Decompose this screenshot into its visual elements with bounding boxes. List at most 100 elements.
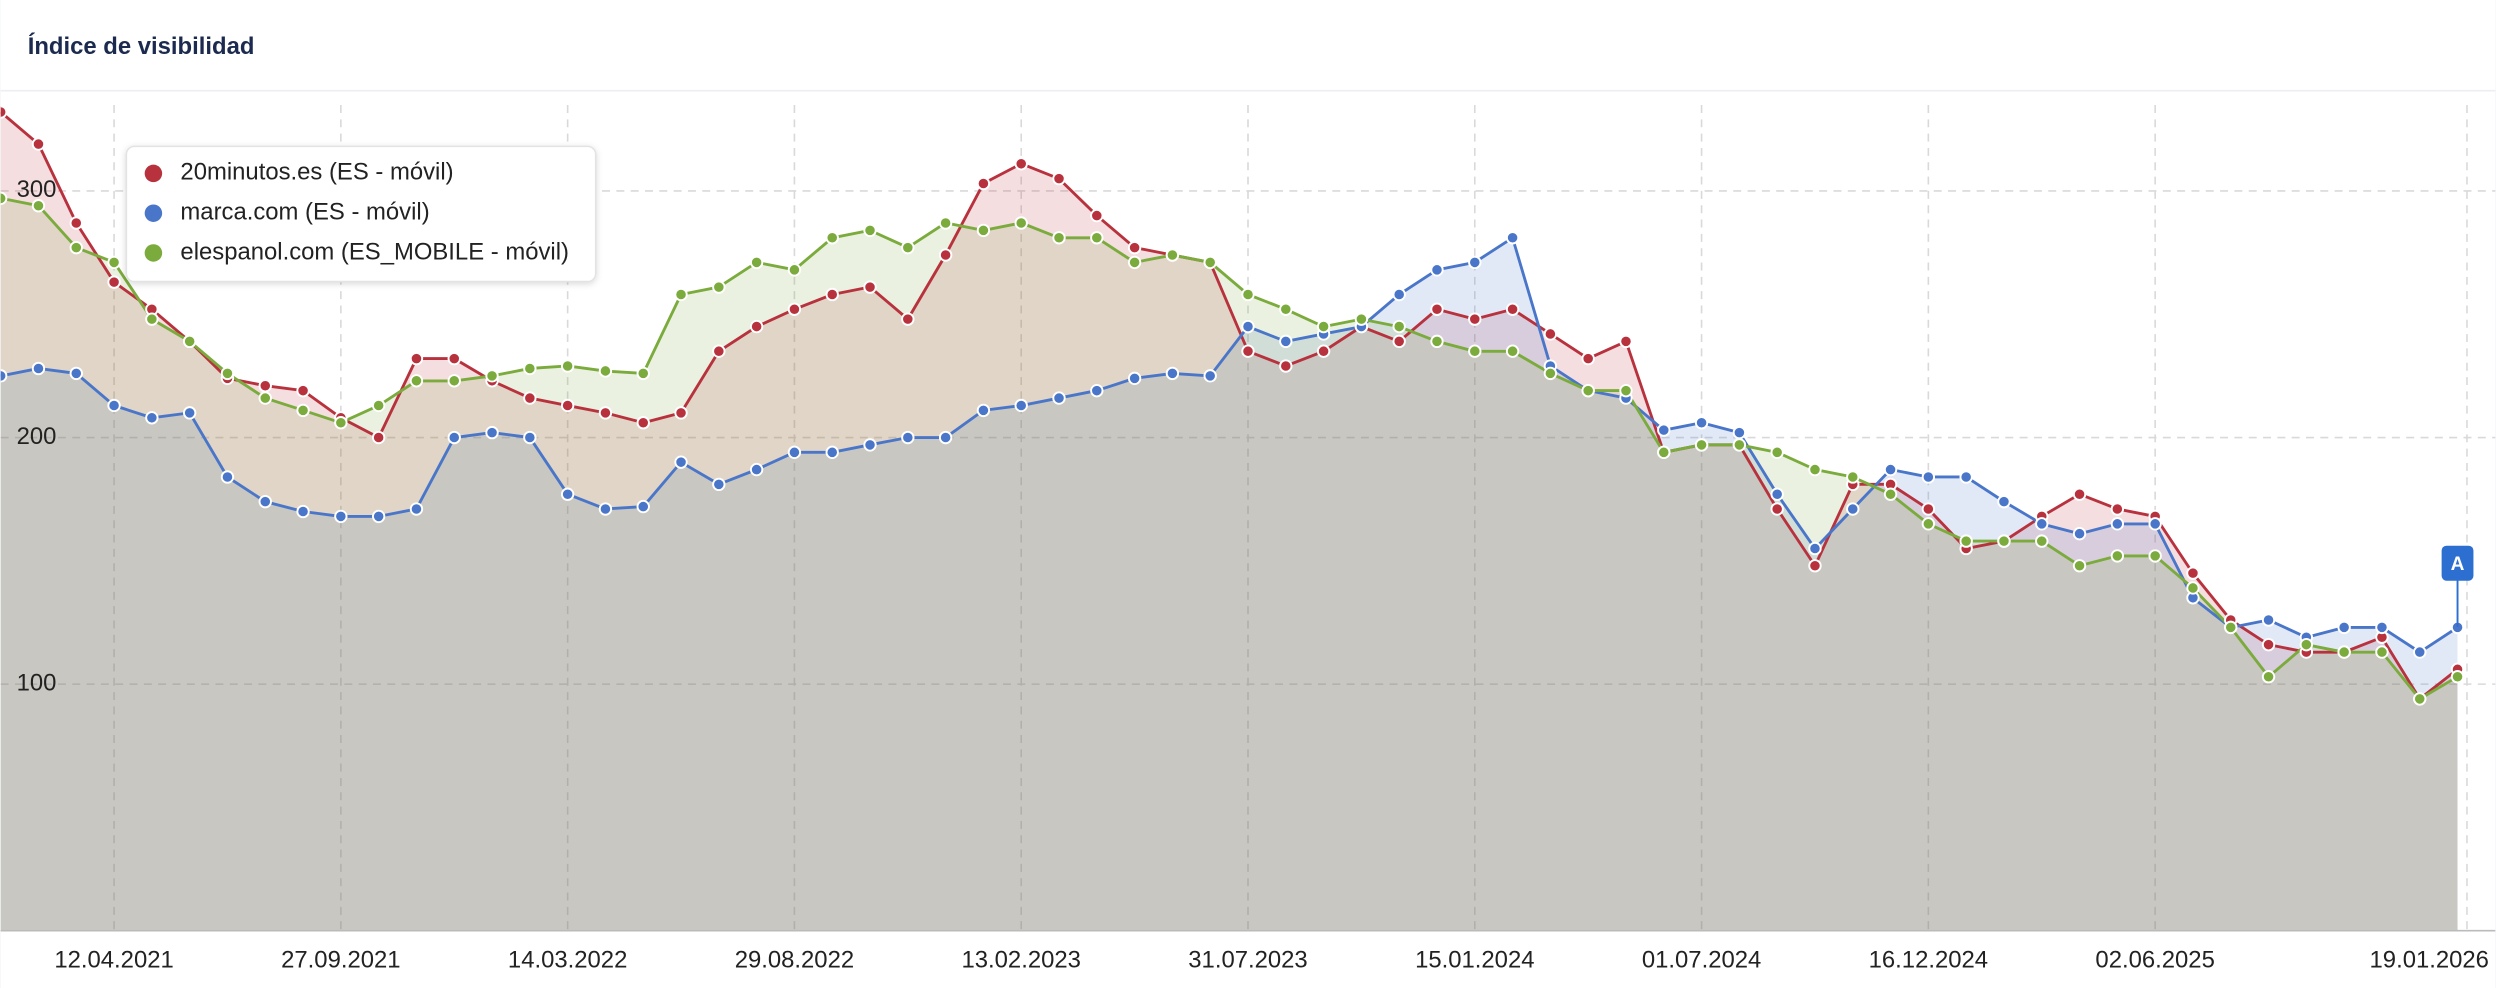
data-point	[636, 366, 650, 381]
data-point	[1279, 359, 1293, 373]
data-point	[1468, 344, 1482, 358]
data-point	[1883, 487, 1898, 501]
data-point	[2224, 620, 2238, 635]
data-point	[69, 366, 83, 381]
data-point	[1505, 231, 1520, 245]
data-point	[749, 255, 764, 270]
annotation-badge	[2441, 545, 2474, 581]
data-point	[976, 403, 991, 418]
x-tick-label: 15.01.2024	[1415, 946, 1534, 973]
data-point	[938, 248, 953, 262]
data-point	[1127, 240, 1142, 255]
data-point	[1316, 344, 1331, 358]
data-point	[409, 374, 424, 388]
data-point	[2186, 581, 2200, 595]
data-point	[1732, 438, 1747, 452]
data-point	[296, 383, 310, 398]
header	[0, 0, 2496, 91]
x-tick-label: 02.06.2025	[2095, 946, 2214, 973]
data-point	[2035, 534, 2049, 548]
data-point	[938, 216, 953, 230]
data-point	[636, 499, 650, 514]
legend-marker	[144, 204, 163, 222]
data-point	[1921, 502, 1936, 516]
data-point	[296, 403, 310, 418]
series-area	[0, 237, 2458, 931]
data-point	[976, 176, 991, 191]
data-point	[258, 379, 272, 393]
data-point	[1543, 366, 1558, 381]
data-point	[1808, 462, 1822, 477]
data-point	[220, 366, 235, 381]
data-point	[107, 275, 121, 289]
data-point	[485, 425, 499, 440]
data-point	[1241, 287, 1255, 302]
data-point	[1846, 502, 1860, 516]
data-point	[334, 416, 348, 430]
data-point	[712, 344, 726, 358]
data-point	[1014, 216, 1028, 230]
annotations: A	[2441, 545, 2474, 627]
data-point	[787, 445, 802, 459]
data-point	[1241, 344, 1255, 358]
data-point	[1279, 334, 1293, 349]
lines	[0, 105, 2465, 706]
data-point	[598, 364, 613, 378]
data-point	[1808, 559, 1822, 573]
data-point	[674, 406, 688, 420]
data-point	[598, 502, 613, 516]
data-point	[2261, 670, 2276, 684]
data-point	[2261, 637, 2276, 652]
data-point	[523, 391, 537, 405]
x-tick-label: 31.07.2023	[1188, 946, 1307, 973]
data-point	[825, 231, 839, 245]
data-point	[1430, 334, 1444, 349]
data-point	[1014, 398, 1028, 413]
data-point	[863, 223, 877, 238]
data-point	[2413, 692, 2427, 706]
data-point	[69, 216, 83, 230]
legend-marker	[144, 164, 163, 183]
legend-marker	[144, 244, 163, 262]
data-point	[1316, 319, 1331, 334]
data-point	[1846, 470, 1860, 484]
data-point	[371, 398, 386, 413]
data-point	[2110, 517, 2125, 531]
data-point	[145, 411, 159, 425]
x-tick-label: 29.08.2022	[735, 946, 854, 973]
data-point	[334, 509, 348, 524]
data-point	[31, 137, 46, 151]
data-point	[2148, 517, 2162, 531]
x-tick-label: 19.01.2026	[2370, 946, 2489, 973]
data-point	[938, 430, 953, 445]
data-point	[1732, 425, 1747, 440]
data-point	[1279, 302, 1293, 316]
data-point	[1241, 319, 1255, 334]
data-point	[1543, 327, 1558, 341]
x-tick-label: 01.07.2024	[1642, 946, 1761, 973]
data-point	[2375, 620, 2389, 635]
data-point	[1959, 534, 1973, 548]
data-point	[0, 191, 8, 205]
data-point	[1694, 416, 1709, 430]
data-point	[2072, 559, 2087, 573]
data-point	[2413, 645, 2427, 659]
data-point	[0, 105, 8, 119]
data-point	[1657, 445, 1671, 459]
data-point	[1657, 423, 1671, 437]
data-point	[1392, 319, 1406, 334]
data-point	[901, 240, 915, 255]
data-point	[523, 430, 537, 445]
data-point	[0, 369, 8, 383]
areas	[0, 112, 2458, 931]
data-point	[2337, 620, 2351, 635]
data-point	[976, 223, 991, 238]
data-point	[863, 438, 877, 452]
data-point	[1127, 371, 1142, 386]
y-tick-label: 200	[17, 423, 57, 450]
data-point	[1052, 171, 1066, 186]
data-point	[2450, 670, 2465, 684]
x-tick-label: 14.03.2022	[508, 946, 627, 973]
data-point	[598, 406, 613, 420]
